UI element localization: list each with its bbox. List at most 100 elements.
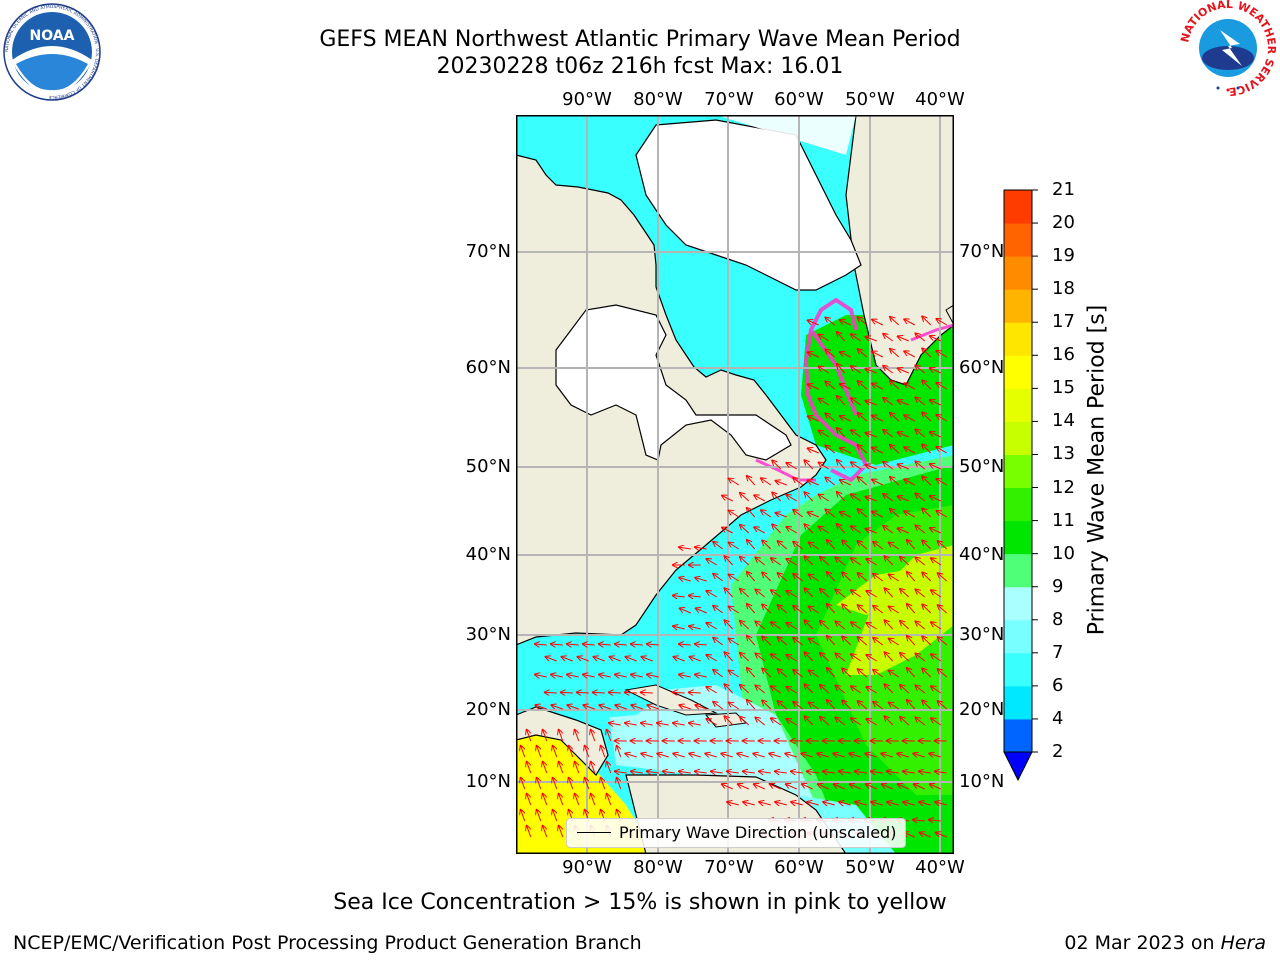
graticule [516, 115, 954, 854]
wave-arrow [922, 701, 932, 710]
wave-arrow [545, 692, 557, 693]
wave-arrow [915, 333, 926, 342]
lat-label-right-10n: 10°N [959, 771, 1005, 792]
wave-arrow [778, 637, 788, 646]
wave-arrow [786, 495, 798, 502]
wave-arrow [543, 794, 548, 806]
wave-arrow [842, 701, 852, 710]
wave-arrow [647, 771, 659, 773]
wave-arrow [725, 620, 734, 630]
wave-arrow [778, 541, 788, 550]
wave-arrow [904, 415, 915, 422]
wave-arrow [885, 684, 894, 694]
wave-arrow [786, 655, 798, 662]
lat-label-right-40n: 40°N [959, 544, 1005, 565]
wave-arrow [695, 644, 707, 645]
wave-arrow [839, 771, 851, 773]
footer-date-text: 02 Mar 2023 on [1064, 932, 1221, 954]
lat-label-right-50n: 50°N [959, 456, 1005, 477]
wave-arrow [695, 547, 707, 549]
colorbar-tick-label: 13 [1052, 443, 1075, 465]
wave-arrow [922, 349, 932, 358]
wave-arrow [615, 675, 627, 677]
wave-arrow [713, 638, 724, 646]
wave-arrow [907, 700, 916, 710]
wave-arrow [625, 723, 637, 725]
wave-arrow [889, 543, 900, 550]
lon-label-bottom-40w: 40°W [915, 857, 965, 878]
wave-arrow [793, 702, 804, 710]
wave-arrow [903, 802, 915, 805]
lat-label-left-20n: 20°N [465, 699, 511, 720]
wave-arrow [805, 684, 814, 694]
wave-arrow [840, 448, 851, 454]
wave-arrow [740, 621, 750, 630]
wave-arrow [900, 653, 910, 662]
wave-arrow [690, 657, 701, 662]
colorbar-segment [1004, 421, 1032, 455]
wave-arrow [738, 784, 749, 790]
wave-arrow [898, 432, 909, 438]
wave-arrow [759, 771, 771, 773]
wave-arrow [762, 541, 772, 550]
wave-arrow [599, 644, 611, 645]
wave-arrow [657, 723, 669, 725]
wave-arrow [786, 591, 798, 598]
colorbar-tick-label: 8 [1052, 608, 1064, 630]
wave-arrow [938, 701, 948, 710]
wave-arrow [820, 653, 830, 662]
wave-arrow [527, 762, 532, 774]
wave-arrow [922, 605, 932, 614]
wave-arrow [762, 701, 772, 710]
colorbar-segment [1004, 652, 1032, 687]
wave-arrow [805, 716, 814, 726]
wave-arrow [907, 572, 916, 582]
wave-arrow [900, 717, 910, 726]
wave-arrow [762, 669, 772, 678]
wave-arrow [882, 784, 893, 790]
wave-arrow [729, 639, 740, 646]
wave-arrow [729, 479, 740, 486]
wave-arrow [930, 400, 941, 406]
wave-arrow [898, 528, 909, 534]
colorbar-frame [1003, 189, 1033, 753]
wave-arrow [706, 623, 718, 630]
wave-arrow [820, 557, 830, 566]
wave-arrow [743, 802, 755, 805]
wave-arrow [537, 810, 542, 822]
wave-arrow [809, 575, 820, 582]
wave-arrow [827, 604, 836, 614]
wave-arrow [809, 543, 820, 550]
wave-arrow [920, 833, 931, 838]
wave-arrow [527, 794, 532, 806]
wave-arrow [835, 685, 846, 694]
wave-arrow [776, 481, 787, 486]
wave-arrow [936, 833, 947, 838]
wave-arrow [866, 591, 878, 598]
wave-arrow [809, 671, 820, 678]
wave-arrow [673, 753, 685, 757]
wave-arrow [840, 320, 851, 326]
wave-arrow [722, 528, 733, 534]
colorbar-tick-label: 7 [1052, 641, 1064, 663]
wave-arrow [858, 317, 868, 326]
wave-arrow [527, 826, 532, 838]
legend-line-swatch [577, 832, 611, 833]
wave-arrow [930, 496, 941, 502]
wave-arrow [858, 413, 868, 422]
colorbar-segment [1004, 619, 1032, 654]
wave-arrow [553, 746, 558, 758]
wave-arrow [737, 753, 749, 757]
wave-arrow [647, 644, 659, 645]
colorbar-tick-label: 12 [1052, 476, 1075, 498]
wave-arrow [567, 705, 579, 709]
wave-arrow [930, 368, 941, 374]
wave-arrow [747, 700, 756, 710]
wave-arrow [820, 589, 830, 598]
wave-arrow [873, 638, 884, 646]
wave-arrow [837, 364, 846, 374]
wave-arrow [791, 802, 803, 805]
wave-arrow [553, 778, 558, 790]
wave-arrow [858, 349, 868, 358]
wave-arrow [827, 540, 836, 550]
